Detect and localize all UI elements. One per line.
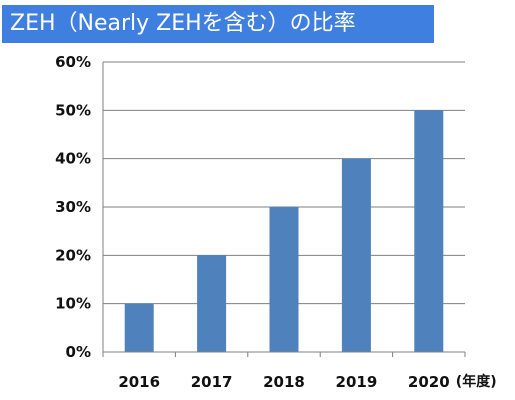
y-tick-label: 60% — [55, 53, 91, 71]
bar — [414, 110, 444, 352]
y-tick-label: 10% — [55, 295, 91, 313]
x-axis-unit-label: (年度) — [456, 373, 497, 390]
tick-labels: 0% 10% 20% 30% 40% 50% 60% 2016 2017 2018 2019 2020… — [55, 53, 497, 391]
x-tick-label: 2017 — [191, 373, 233, 391]
bars — [124, 110, 444, 352]
bar — [197, 255, 227, 352]
y-tick-label: 20% — [55, 246, 91, 264]
bar — [124, 303, 154, 352]
axes — [102, 62, 466, 357]
y-tick-label: 40% — [55, 150, 91, 168]
x-tick-label: 2019 — [336, 373, 378, 391]
x-tick-label: 2020 — [408, 373, 450, 391]
y-tick-label: 0% — [66, 343, 91, 361]
y-tick-label: 30% — [55, 198, 91, 216]
chart-title: ZEH（Nearly ZEHを含む）の比率 — [2, 5, 434, 43]
y-tick-label: 50% — [55, 101, 91, 119]
x-tick-label: 2016 — [118, 373, 160, 391]
bar — [341, 158, 371, 352]
x-tick-label: 2018 — [263, 373, 305, 391]
bar — [269, 207, 299, 352]
